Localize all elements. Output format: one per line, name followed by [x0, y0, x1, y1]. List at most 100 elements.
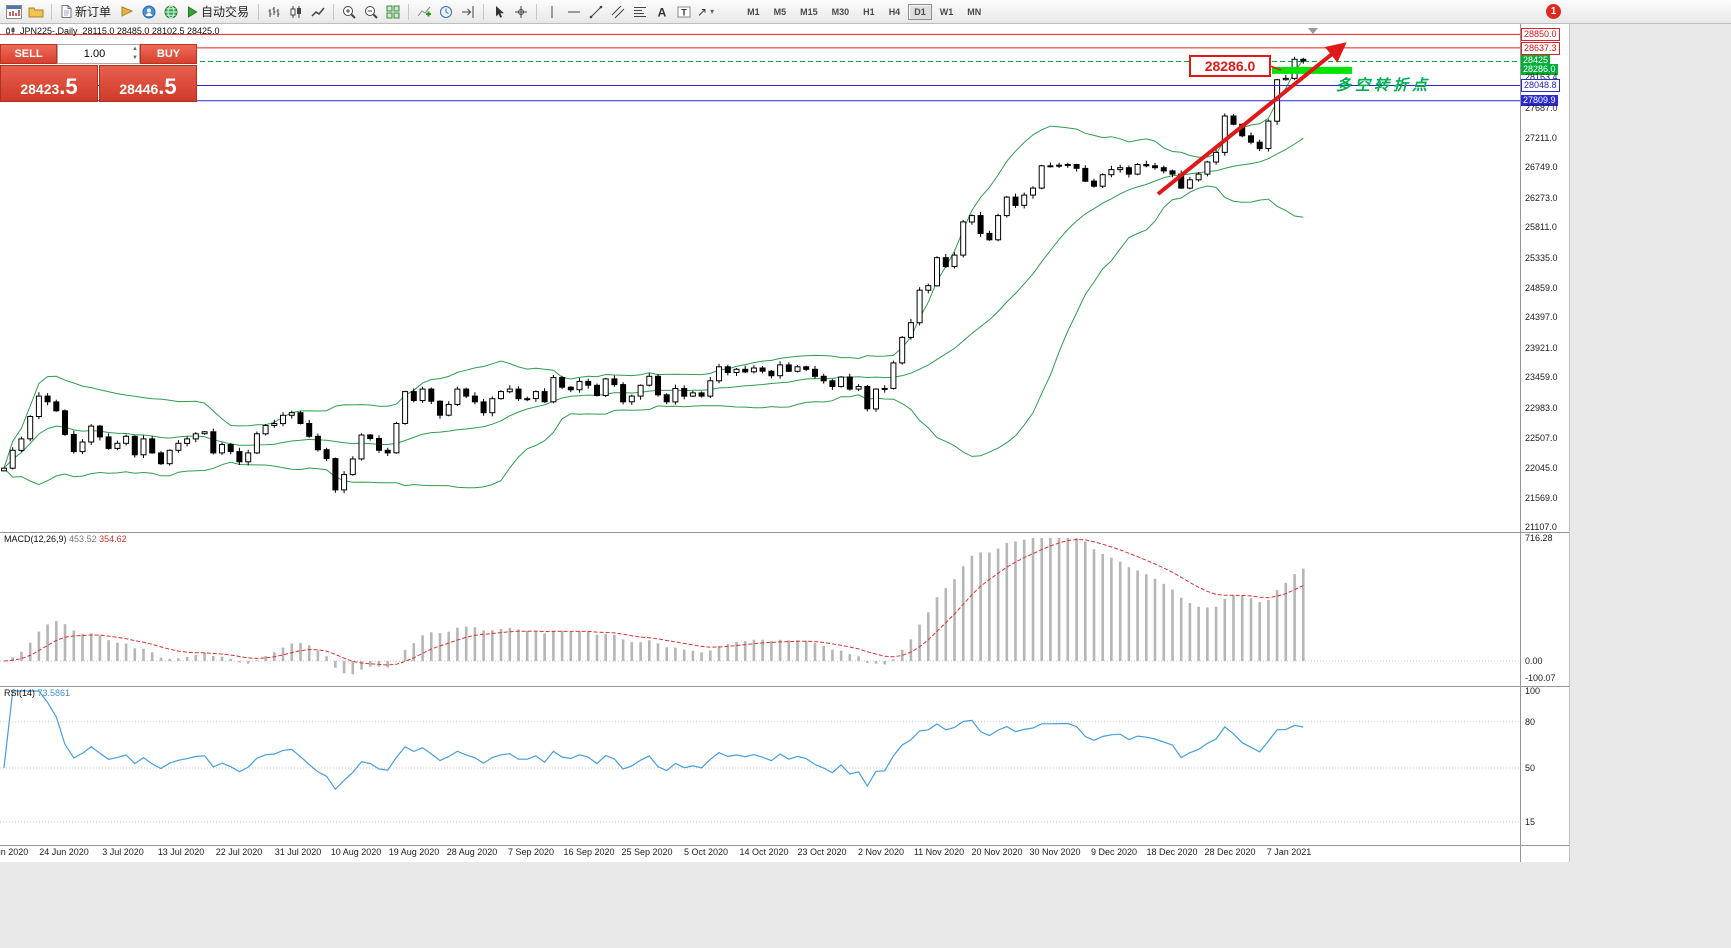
zoom-in-icon[interactable]: [338, 2, 360, 22]
toolbar-separator: [258, 3, 260, 20]
horizontal-line-tool-icon[interactable]: [563, 2, 585, 22]
candle: [402, 391, 409, 425]
timeframe-M1[interactable]: M1: [741, 4, 766, 20]
candle: [663, 394, 670, 403]
candle: [1021, 194, 1028, 206]
channel-tool-icon[interactable]: [607, 2, 629, 22]
zoom-out-icon[interactable]: [360, 2, 382, 22]
crosshair-icon[interactable]: [510, 2, 532, 22]
cursor-icon[interactable]: [488, 2, 510, 22]
play-icon: [188, 5, 198, 18]
time-axis[interactable]: 5 Jun 2020 24 Jun 2020 3 Jul 2020 13 Jul 20…: [0, 847, 1520, 861]
bar-chart-mode-icon[interactable]: [263, 2, 285, 22]
candle: [1117, 167, 1124, 171]
arrow-tool-icon: ↗: [697, 4, 708, 19]
volume-input[interactable]: [58, 45, 139, 63]
candle: [219, 444, 225, 454]
chart-shift-marker[interactable]: [1308, 28, 1318, 34]
candle: [253, 433, 260, 454]
candle: [1125, 167, 1132, 175]
toolbar-separator: [51, 3, 52, 20]
timeframe-H1[interactable]: H1: [857, 4, 881, 20]
date-label: 25 Sep 2020: [621, 847, 673, 857]
candle: [646, 375, 653, 386]
indicators-add-icon[interactable]: [413, 2, 435, 22]
new-chart-icon[interactable]: [3, 2, 25, 22]
trendline-tool-icon[interactable]: [585, 2, 607, 22]
price-scale-label: 22983.0: [1525, 403, 1558, 413]
toolbar-separator: [408, 3, 410, 20]
candle: [88, 425, 95, 443]
vertical-line-tool-icon[interactable]: [541, 2, 563, 22]
candle: [437, 400, 443, 416]
community-icon[interactable]: [138, 2, 160, 22]
price-annotation-text: 28286.0: [1205, 58, 1256, 74]
chart-canvas[interactable]: 28286.0 多空转折点: [0, 24, 1569, 862]
chart-shift-icon[interactable]: [457, 2, 479, 22]
buy-price-panel[interactable]: 28446 .5: [99, 65, 197, 102]
macd-histogram: [11, 538, 1305, 675]
buy-price-dec: .5: [158, 74, 177, 99]
candle: [986, 232, 993, 241]
autotrading-button[interactable]: 自动交易: [182, 2, 254, 22]
line-chart-mode-icon[interactable]: [307, 2, 329, 22]
candle: [532, 391, 539, 400]
candle: [332, 458, 339, 491]
price-scale-label: 24859.0: [1525, 283, 1558, 293]
arrows-tool-button[interactable]: ↗ ▾: [695, 2, 716, 22]
sell-price-panel[interactable]: 28423 .5: [0, 65, 98, 102]
sell-button[interactable]: SELL: [0, 44, 57, 64]
globe-icon[interactable]: [160, 2, 182, 22]
candle: [1082, 167, 1089, 182]
new-order-button[interactable]: 新订单: [56, 2, 116, 22]
timeframe-W1[interactable]: W1: [934, 4, 960, 20]
buy-button[interactable]: BUY: [140, 44, 197, 64]
candle: [567, 386, 574, 391]
candle: [960, 221, 967, 256]
timeframe-MN[interactable]: MN: [961, 4, 987, 20]
timeframe-D1[interactable]: D1: [908, 3, 932, 20]
text-label-tool-icon[interactable]: T: [673, 2, 695, 22]
price-annotation-box[interactable]: [1189, 55, 1271, 77]
rsi-scale-label: 100: [1525, 686, 1541, 696]
candle: [550, 377, 557, 403]
price-scale-label: 27211.0: [1525, 133, 1557, 143]
profiles-icon[interactable]: [25, 2, 47, 22]
candle: [297, 412, 304, 425]
rsi-scale-label: 50: [1525, 763, 1536, 773]
candle: [376, 438, 382, 451]
candle: [70, 433, 77, 453]
timeframe-M30[interactable]: M30: [826, 4, 856, 20]
price-scale-label: 28048.8: [1521, 79, 1560, 92]
candle: [498, 391, 504, 400]
price-scale-label: 26273.0: [1525, 193, 1558, 203]
candle: [899, 336, 906, 364]
svg-text:T: T: [681, 7, 687, 17]
chevron-down-icon: ▾: [710, 6, 715, 16]
candlestick-mode-icon[interactable]: [285, 2, 307, 22]
candle: [201, 431, 208, 435]
trend-arrow[interactable]: [1156, 42, 1347, 196]
timeframe-M5[interactable]: M5: [768, 4, 793, 20]
volume-spinner[interactable]: ▲ ▼: [132, 45, 138, 63]
candle: [846, 376, 853, 390]
tile-windows-icon[interactable]: [382, 2, 404, 22]
candle: [890, 362, 897, 389]
rsi-label: RSI(14) 73.5861: [4, 688, 70, 698]
candle: [358, 434, 365, 460]
volume-down-icon[interactable]: ▼: [132, 55, 138, 61]
fibonacci-tool-icon[interactable]: [629, 2, 651, 22]
candle: [925, 285, 932, 291]
candle: [1056, 164, 1063, 167]
timeframe-H4[interactable]: H4: [883, 4, 907, 20]
price-scale-label: 23921.0: [1525, 343, 1558, 353]
timeframe-M15[interactable]: M15: [794, 4, 824, 20]
date-label: 28 Dec 2020: [1204, 847, 1256, 857]
candle: [96, 425, 103, 438]
period-clock-icon[interactable]: [435, 2, 457, 22]
text-tool-icon[interactable]: A: [651, 2, 673, 22]
notification-badge[interactable]: 1: [1546, 4, 1561, 19]
candle: [576, 380, 583, 391]
metaeditor-icon[interactable]: [116, 2, 138, 22]
volume-up-icon[interactable]: ▲: [132, 46, 138, 52]
